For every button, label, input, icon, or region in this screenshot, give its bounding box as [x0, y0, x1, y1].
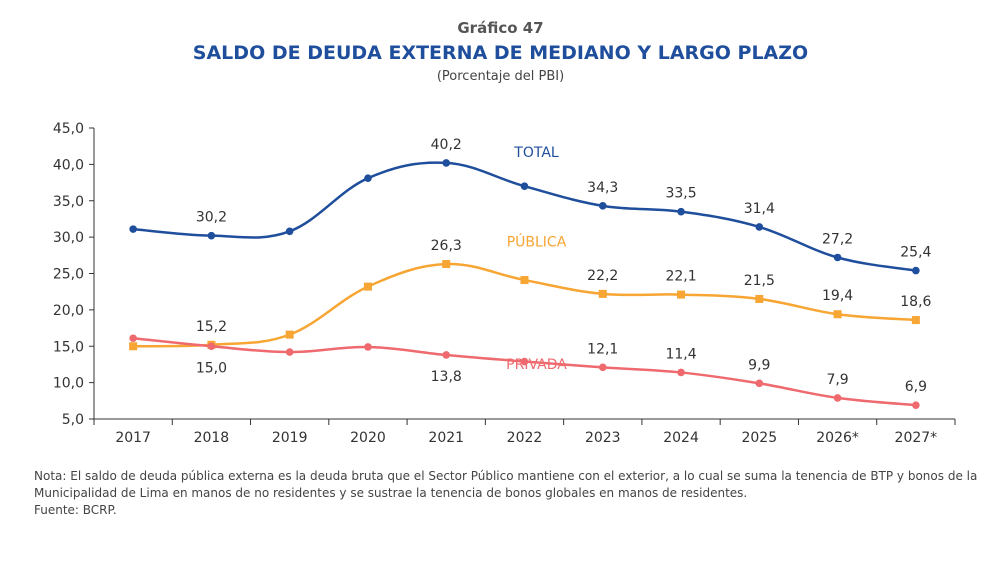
data-label-publica: 26,3: [431, 238, 462, 254]
data-point-publica: [442, 260, 451, 269]
data-label-publica: 21,5: [744, 273, 775, 289]
data-point-privada: [129, 334, 137, 343]
x-tick-label: 2025: [741, 430, 777, 446]
x-tick-label: 2019: [272, 430, 308, 446]
data-label-publica: 22,1: [665, 269, 696, 285]
data-label-publica: 18,6: [900, 294, 931, 310]
data-label-privada: 11,4: [665, 346, 696, 362]
data-point-privada: [364, 343, 372, 351]
data-point-publica: [520, 276, 529, 285]
data-label-publica: 15,2: [196, 319, 227, 335]
data-label-total: 25,4: [900, 245, 931, 261]
data-point-total: [598, 202, 607, 210]
data-point-total: [520, 182, 529, 190]
y-tick-label: 5,0: [62, 412, 84, 428]
chart-footnote: Nota: El saldo de deuda pública externa …: [34, 468, 984, 519]
data-point-privada: [442, 351, 451, 359]
x-tick-label: 2018: [194, 430, 230, 446]
data-point-total: [833, 253, 842, 262]
data-point-publica: [677, 290, 686, 299]
data-point-publica: [911, 316, 920, 325]
data-point-publica: [129, 342, 138, 351]
data-point-privada: [285, 348, 294, 356]
data-label-total: 34,3: [587, 180, 618, 196]
data-point-total: [755, 223, 764, 231]
data-label-privada: 15,0: [196, 360, 227, 376]
y-tick-label: 10,0: [53, 376, 84, 392]
y-tick-label: 15,0: [53, 339, 84, 355]
data-point-total: [442, 159, 451, 167]
x-tick-label: 2026*: [816, 430, 859, 446]
data-label-total: 33,5: [665, 186, 696, 202]
data-point-total: [285, 227, 294, 236]
data-point-privada: [677, 368, 685, 377]
data-point-publica: [598, 289, 607, 298]
data-point-publica: [363, 282, 372, 291]
y-tick-label: 40,0: [53, 157, 84, 173]
data-label-total: 30,2: [196, 210, 227, 226]
data-point-publica: [285, 330, 294, 339]
note-line-1: Nota: El saldo de deuda pública externa …: [34, 469, 978, 483]
series-line-publica: [133, 262, 916, 348]
x-tick-label: 2017: [115, 430, 151, 446]
data-point-total: [912, 266, 920, 275]
chart-title: SALDO DE DEUDA EXTERNA DE MEDIANO Y LARG…: [192, 42, 809, 64]
chart-label: Gráfico 47: [457, 19, 544, 37]
data-point-privada: [598, 363, 607, 372]
y-tick-label: 30,0: [53, 230, 84, 246]
x-tick-label: 2027*: [895, 430, 938, 446]
data-point-privada: [207, 342, 216, 351]
series-label-publica: PÚBLICA: [507, 233, 567, 251]
x-tick-label: 2021: [428, 430, 464, 446]
data-label-publica: 22,2: [587, 268, 618, 284]
chart-subtitle: (Porcentaje del PBI): [436, 69, 565, 84]
line-chart: 5,0 10,0 15,0 20,0 25,0 30,0 35,0 40,0 45,0 2017 2…: [53, 121, 956, 446]
data-point-privada: [755, 379, 764, 388]
note-line-2: Municipalidad de Lima en manos de no res…: [34, 486, 748, 500]
series-line-total: [133, 161, 917, 272]
data-label-privada: 7,9: [826, 372, 848, 388]
data-point-privada: [520, 357, 529, 366]
series-label-privada: PRIVADA: [506, 357, 567, 373]
x-tick-label: 2023: [585, 430, 621, 446]
y-tick-label: 35,0: [53, 194, 84, 210]
data-point-total: [207, 231, 216, 240]
data-point-privada: [833, 394, 842, 402]
y-tick-label: 20,0: [53, 303, 84, 319]
x-tick-label: 2020: [350, 430, 386, 446]
data-point-privada: [912, 401, 920, 409]
data-point-total: [129, 225, 137, 233]
data-point-total: [364, 174, 372, 182]
data-label-privada: 13,8: [431, 369, 462, 385]
y-tick-label: 45,0: [53, 121, 84, 137]
data-label-total: 40,2: [431, 137, 462, 153]
series-label-total: TOTAL: [513, 145, 559, 161]
data-label-publica: 19,4: [822, 288, 853, 304]
data-label-total: 27,2: [822, 231, 853, 247]
x-tick-label: 2022: [507, 430, 543, 446]
data-label-privada: 12,1: [587, 341, 618, 357]
chart-header: Gráfico 47 SALDO DE DEUDA EXTERNA DE MED…: [0, 18, 1001, 86]
data-label-privada: 9,9: [748, 357, 770, 373]
x-tick-label: 2024: [663, 430, 699, 446]
y-tick-label: 25,0: [53, 267, 84, 283]
data-label-privada: 6,9: [905, 379, 927, 395]
data-point-publica: [833, 310, 842, 319]
data-point-publica: [755, 294, 764, 303]
data-label-total: 31,4: [744, 201, 775, 217]
source-line: Fuente: BCRP.: [34, 503, 117, 517]
data-point-total: [677, 207, 685, 216]
